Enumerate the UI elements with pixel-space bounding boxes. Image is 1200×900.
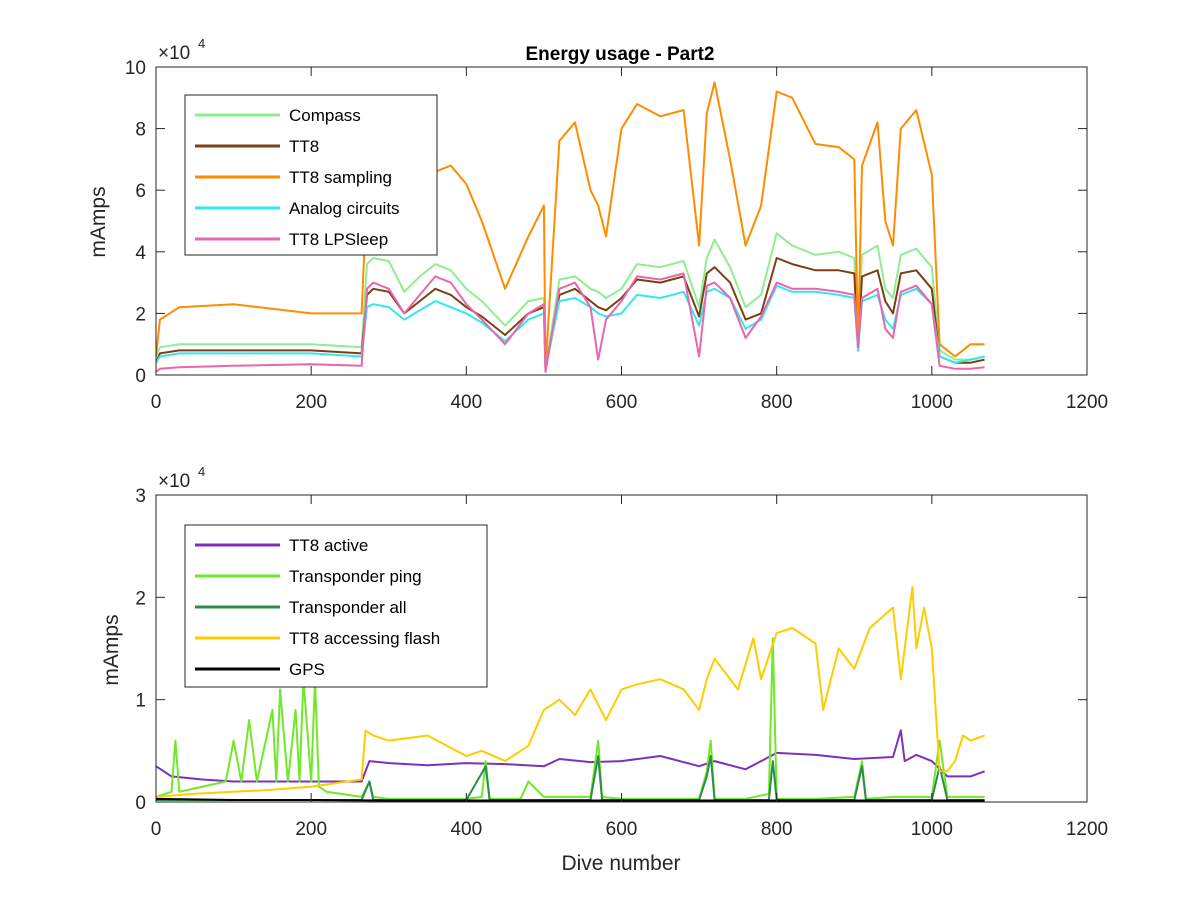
x-tick-label: 1000 (911, 392, 953, 413)
bottom-subplot: ×10 4 mAmps Dive number 0 200 400 600 800 100… (100, 464, 1108, 875)
series-line-tt8 (156, 257, 985, 370)
y-tick-label: 1 (135, 691, 146, 712)
plot-area (156, 586, 985, 802)
x-tick-label: 800 (761, 392, 793, 413)
y-tick-label: 3 (135, 486, 146, 507)
y-tick-label: 10 (125, 58, 146, 79)
y-exponent-power: 4 (198, 464, 205, 479)
x-tick-label: 600 (606, 819, 638, 840)
y-tick-label: 2 (135, 304, 146, 325)
x-tick-label: 200 (295, 392, 327, 413)
y-exponent-base: ×10 (158, 471, 190, 492)
legend-label: TT8 (289, 137, 319, 156)
legend-label: GPS (289, 660, 325, 679)
x-tick-label: 200 (295, 819, 327, 840)
legend-label: Transponder all (289, 598, 407, 617)
y-tick-label: 2 (135, 588, 146, 609)
chart-title: Energy usage - Part2 (525, 44, 714, 65)
x-tick-label: 400 (450, 392, 482, 413)
y-tick-label: 6 (135, 181, 146, 202)
y-tick-label: 8 (135, 120, 146, 141)
x-tick-label: 1000 (911, 819, 953, 840)
legend-label: TT8 sampling (289, 168, 392, 187)
y-tick-label: 0 (135, 366, 146, 387)
legend-label: TT8 active (289, 536, 368, 555)
legend-label: TT8 accessing flash (289, 629, 440, 648)
series-line-compass (156, 232, 985, 370)
legend-box (184, 94, 438, 256)
series-line-gps (156, 797, 985, 802)
x-tick-label: 1200 (1066, 819, 1108, 840)
series-line-transponder-all (156, 755, 985, 801)
x-tick-label: 800 (761, 819, 793, 840)
x-tick-label: 400 (450, 819, 482, 840)
legend: Compass TT8 TT8 sampling Analog circuits TT8… (184, 94, 438, 256)
y-axis-label: mAmps (100, 614, 123, 685)
legend-label: Analog circuits (289, 199, 400, 218)
x-tick-label: 0 (151, 819, 162, 840)
y-tick-label: 0 (135, 793, 146, 814)
y-tick-label: 4 (135, 243, 146, 264)
x-tick-label: 600 (606, 392, 638, 413)
series-line-transponder-ping (156, 637, 985, 800)
y-exponent-base: ×10 (158, 43, 190, 64)
top-subplot: Energy usage - Part2 ×10 4 mAmps 0 200 400… (87, 36, 1108, 413)
legend-label: Compass (289, 106, 361, 125)
x-tick-label: 1200 (1066, 392, 1108, 413)
legend: TT8 active Transponder ping Transponder al… (184, 524, 488, 688)
x-tick-label: 0 (151, 392, 162, 413)
legend-label: Transponder ping (289, 567, 422, 586)
y-exponent-power: 4 (198, 36, 205, 51)
x-axis-label: Dive number (561, 852, 680, 875)
series-line-tt8-accessing-flash (156, 586, 985, 798)
legend-label: TT8 LPSleep (289, 230, 388, 249)
series-line-tt8-lpsleep (156, 272, 985, 373)
y-axis-label: mAmps (87, 186, 110, 257)
